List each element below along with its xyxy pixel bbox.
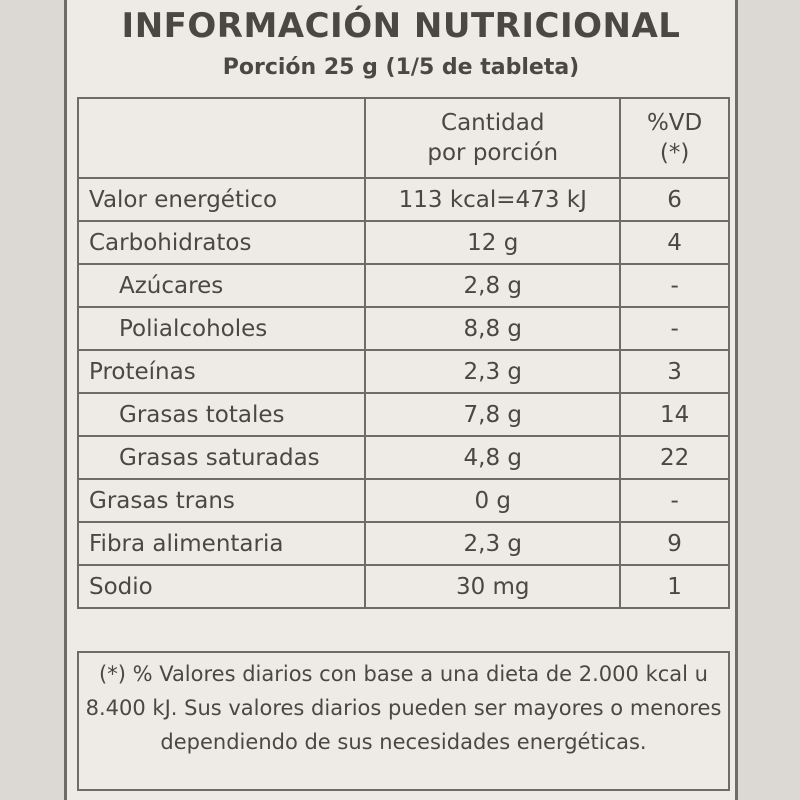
table-row: Grasas trans 0 g -	[76, 478, 730, 523]
header-daily-value: %VD (*)	[619, 97, 730, 179]
nutrient-dv: -	[619, 478, 730, 523]
nutrient-amount: 4,8 g	[364, 435, 622, 480]
header-amount-line1: Cantidad	[441, 110, 545, 136]
nutrient-name: Fibra alimentaria	[76, 521, 367, 566]
nutrient-dv: -	[619, 306, 730, 351]
nutrient-dv: 4	[619, 220, 730, 265]
table-row: Sodio 30 mg 1	[76, 564, 730, 609]
table-row: Polialcoholes 8,8 g -	[76, 306, 730, 351]
nutrient-dv: 6	[619, 177, 730, 222]
nutrient-name: Grasas trans	[76, 478, 367, 523]
table-row: Fibra alimentaria 2,3 g 9	[76, 521, 730, 566]
nutrient-name: Valor energético	[76, 177, 367, 222]
nutrient-dv: 9	[619, 521, 730, 566]
nutrient-dv: 1	[619, 564, 730, 609]
label-title: INFORMACIÓN NUTRICIONAL	[121, 6, 681, 46]
nutrient-dv: 14	[619, 392, 730, 437]
nutrient-amount: 113 kcal=473 kJ	[364, 177, 622, 222]
serving-size: Porción 25 g (1/5 de tableta)	[222, 55, 580, 80]
header-amount: Cantidad por porción	[364, 97, 622, 179]
nutrient-amount: 2,3 g	[364, 521, 622, 566]
nutrient-name: Proteínas	[76, 349, 367, 394]
table-row: Valor energético 113 kcal=473 kJ 6	[76, 177, 730, 222]
table-row: Carbohidratos 12 g 4	[76, 220, 730, 265]
nutrient-amount: 2,3 g	[364, 349, 622, 394]
table-row: Grasas saturadas 4,8 g 22	[76, 435, 730, 480]
nutrient-dv: 3	[619, 349, 730, 394]
nutrient-amount: 12 g	[364, 220, 622, 265]
nutrient-name: Polialcoholes	[76, 306, 367, 351]
nutrient-amount: 30 mg	[364, 564, 622, 609]
header-dv-line1: %VD	[646, 110, 703, 136]
nutrient-amount: 2,8 g	[364, 263, 622, 308]
table-row: Proteínas 2,3 g 3	[76, 349, 730, 394]
nutrient-name: Grasas totales	[76, 392, 367, 437]
nutrient-amount: 8,8 g	[364, 306, 622, 351]
nutrient-name: Grasas saturadas	[76, 435, 367, 480]
table-row: Azúcares 2,8 g -	[76, 263, 730, 308]
nutrient-name: Sodio	[76, 564, 367, 609]
header-dv-line2: (*)	[659, 140, 690, 166]
nutrient-dv: -	[619, 263, 730, 308]
header-nutrient	[76, 97, 367, 179]
header-amount-line2: por porción	[427, 140, 559, 166]
table-row: Grasas totales 7,8 g 14	[76, 392, 730, 437]
daily-value-footnote: (*) % Valores diarios con base a una die…	[77, 651, 730, 791]
nutrient-name: Carbohidratos	[76, 220, 367, 265]
nutrition-label: INFORMACIÓN NUTRICIONAL Porción 25 g (1/…	[64, 0, 738, 800]
nutrient-amount: 0 g	[364, 478, 622, 523]
table-header-row: Cantidad por porción %VD (*)	[76, 97, 730, 179]
nutrient-dv: 22	[619, 435, 730, 480]
nutrient-amount: 7,8 g	[364, 392, 622, 437]
nutrient-name: Azúcares	[76, 263, 367, 308]
nutrition-table: Cantidad por porción %VD (*) Valor energ…	[76, 97, 730, 609]
